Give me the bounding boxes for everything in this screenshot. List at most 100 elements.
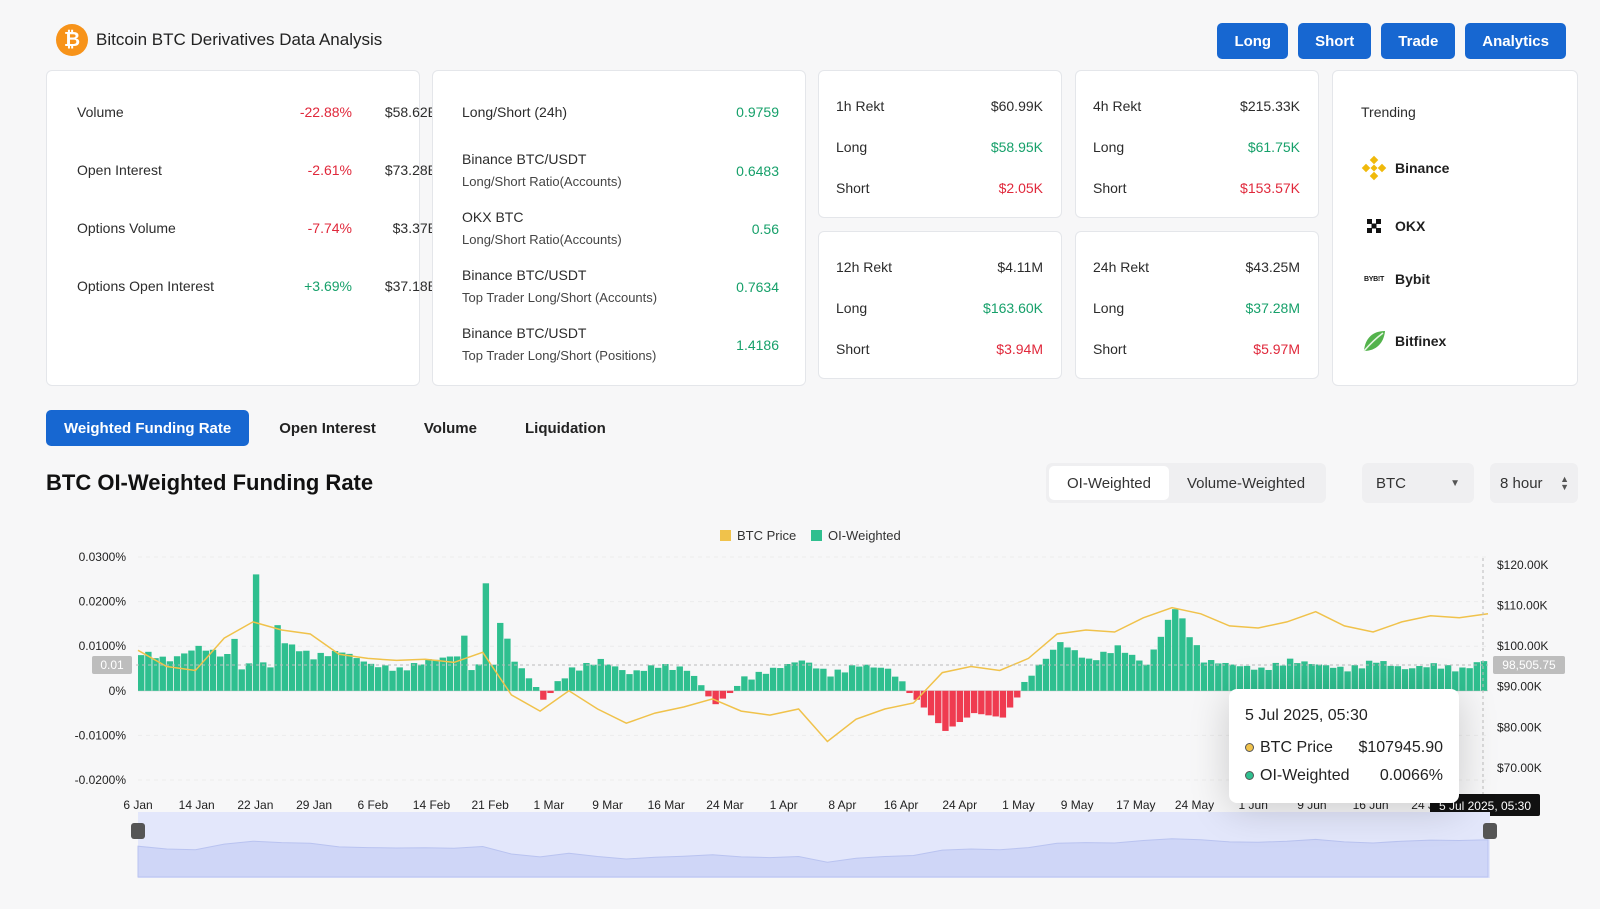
trending-card: Trending Binance OKX BYB!T Bybit (1332, 70, 1578, 386)
funding-bar (1459, 667, 1466, 691)
funding-bar (382, 665, 389, 691)
rekt-short-value: $2.05K (998, 180, 1043, 196)
stat-change: +3.69% (304, 278, 352, 294)
range-slider-handle-right[interactable] (1483, 823, 1497, 839)
trending-item-bybit[interactable]: BYB!T Bybit (1361, 271, 1430, 287)
chart-tabs: Weighted Funding Rate Open Interest Volu… (46, 410, 636, 446)
rekt-long-value: $37.28M (1245, 300, 1300, 316)
y-left-tick-label: -0.0200% (75, 773, 127, 787)
funding-bar (1085, 658, 1093, 691)
coin-select[interactable]: BTC ▼ (1362, 463, 1474, 503)
funding-bar (798, 660, 806, 691)
funding-bar (1251, 669, 1258, 691)
funding-bar (1294, 663, 1301, 691)
stat-change: -22.88% (299, 104, 352, 120)
range-slider[interactable] (131, 812, 1497, 878)
funding-bar (224, 654, 231, 691)
funding-bar (317, 652, 324, 691)
rekt-card-12h: 12h Rekt $4.11M Long $163.60K Short $3.9… (818, 231, 1062, 379)
stat-change: -2.61% (307, 162, 352, 178)
funding-bar (913, 690, 920, 700)
long-button[interactable]: Long (1217, 23, 1289, 59)
coin-select-value: BTC (1376, 474, 1406, 492)
funding-bar (726, 690, 734, 694)
funding-bar (748, 679, 755, 691)
funding-bar (1387, 665, 1394, 691)
funding-bar (1416, 666, 1423, 691)
tooltip-funding-label: OI-Weighted (1245, 767, 1350, 785)
tab-liquidation[interactable]: Liquidation (506, 410, 624, 446)
funding-bar (1394, 666, 1402, 691)
x-tick-label: 14 Jan (179, 798, 215, 812)
funding-bar (1157, 636, 1165, 691)
rekt-card-24h: 24h Rekt $43.25M Long $37.28M Short $5.9… (1075, 231, 1319, 379)
range-slider-handle-left[interactable] (131, 823, 145, 839)
x-tick-label: 14 Feb (413, 798, 451, 812)
funding-bar (331, 650, 339, 691)
tab-weighted-funding-rate[interactable]: Weighted Funding Rate (46, 410, 250, 446)
funding-bar (956, 690, 963, 723)
funding-bar (777, 668, 784, 691)
volume-weighted-option[interactable]: Volume-Weighted (1186, 474, 1306, 492)
funding-bar (1057, 642, 1064, 691)
funding-bar (1078, 657, 1086, 691)
ratio-title: Long/Short (24h) (462, 104, 568, 120)
y-axis-left: 0.0300% 0.0200% 0.0100% 0% -0.0100% -0.0200% (75, 550, 127, 787)
funding-bar (1315, 664, 1323, 691)
funding-bar (805, 662, 813, 691)
funding-bar (346, 653, 353, 691)
funding-bar (310, 659, 317, 691)
x-tick-label: 16 Apr (884, 798, 919, 812)
x-tick-label: 29 Jan (296, 798, 332, 812)
tooltip-price-row: BTC Price $107945.90 (1245, 739, 1443, 757)
funding-bar (216, 656, 224, 691)
funding-bar (884, 668, 892, 691)
long-short-ratio-card: Long/Short (24h) 0.9759 Binance BTC/USDT… (432, 70, 806, 386)
rekt-long-label: Long (836, 300, 868, 316)
trending-item-okx[interactable]: OKX (1361, 213, 1425, 239)
interval-select[interactable]: 8 hour ▲ ▼ (1490, 463, 1578, 503)
stat-label: Open Interest (77, 162, 162, 178)
funding-rate-chart[interactable]: BTC Price OI-Weighted 0.0300% 0.0200% 0.01… (0, 525, 1600, 905)
funding-bar (1452, 671, 1459, 691)
funding-bar (267, 667, 274, 691)
y-left-tick-label: -0.0100% (75, 728, 127, 742)
x-tick-label: 22 Jan (237, 798, 273, 812)
funding-bar (734, 685, 741, 691)
rekt-card-4h: 4h Rekt $215.33K Long $61.75K Short $153… (1075, 70, 1319, 218)
funding-bar (1351, 665, 1358, 691)
tab-volume[interactable]: Volume (405, 410, 495, 446)
y-axis-right: $120.00K $110.00K $100.00K $90.00K $80.00K $7… (1497, 558, 1548, 775)
funding-bar (999, 690, 1007, 718)
analytics-button[interactable]: Analytics (1465, 23, 1566, 59)
short-button[interactable]: Short (1298, 23, 1372, 59)
funding-bar (1229, 664, 1236, 691)
stat-label: Options Volume (77, 220, 176, 236)
rekt-short-label: Short (1093, 180, 1127, 196)
funding-bar (260, 662, 267, 691)
trade-button[interactable]: Trade (1381, 23, 1456, 59)
funding-bar (1136, 660, 1143, 691)
ratio-subtitle: Top Trader Long/Short (Accounts) (462, 290, 658, 305)
funding-bar (439, 657, 446, 691)
okx-icon (1367, 219, 1381, 233)
x-tick-label: 1 May (1002, 798, 1035, 812)
funding-bar (1423, 667, 1430, 691)
chart-tooltip: 5 Jul 2025, 05:30 BTC Price $107945.90 O… (1229, 689, 1459, 803)
ratio-title: Binance BTC/USDT (462, 151, 587, 167)
crosshair-right-label: 98,505.75 (1493, 656, 1565, 674)
rekt-short-label: Short (1093, 341, 1127, 357)
ratio-value: 0.56 (751, 221, 779, 237)
trending-item-bitfinex[interactable]: Bitfinex (1361, 328, 1446, 354)
x-tick-label: 9 May (1061, 798, 1094, 812)
funding-bar (669, 669, 676, 691)
oi-weighted-option[interactable]: OI-Weighted (1049, 466, 1169, 500)
tab-open-interest[interactable]: Open Interest (261, 410, 394, 446)
x-tick-label: 6 Jan (123, 798, 152, 812)
trending-item-binance[interactable]: Binance (1361, 155, 1449, 181)
ratio-title: Binance BTC/USDT (462, 325, 587, 341)
trending-item-label: Binance (1395, 160, 1450, 176)
funding-bar (1430, 663, 1437, 691)
x-tick-label: 1 Mar (534, 798, 565, 812)
rekt-long-value: $61.75K (1247, 139, 1300, 155)
